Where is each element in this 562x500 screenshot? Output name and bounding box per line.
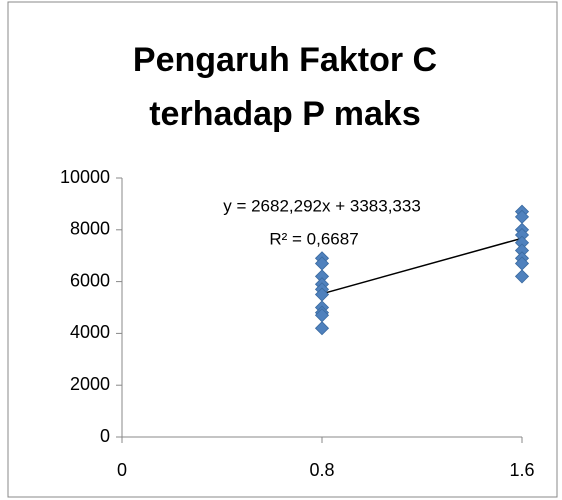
x-tick-label: 1.6 — [509, 460, 534, 480]
y-tick-label: 4000 — [70, 322, 110, 342]
y-tick-label: 10000 — [60, 167, 110, 187]
chart-frame — [7, 1, 558, 498]
point — [314, 321, 330, 336]
y-tick-label: 0 — [100, 426, 110, 446]
x-tick-label: 0.8 — [309, 460, 334, 480]
trendline-equation: y = 2682,292x + 3383,333 — [223, 196, 421, 215]
x-tick-label: 0 — [117, 460, 127, 480]
y-tick-label: 8000 — [70, 219, 110, 239]
y-tick-label: 6000 — [70, 270, 110, 290]
trendline — [321, 237, 523, 295]
chart-title: terhadap P maks — [149, 95, 421, 133]
y-tick-label: 2000 — [70, 374, 110, 394]
chart-title: Pengaruh Faktor C — [133, 41, 437, 79]
point — [514, 269, 530, 284]
trendline-r-squared: R² = 0,6687 — [269, 229, 358, 248]
